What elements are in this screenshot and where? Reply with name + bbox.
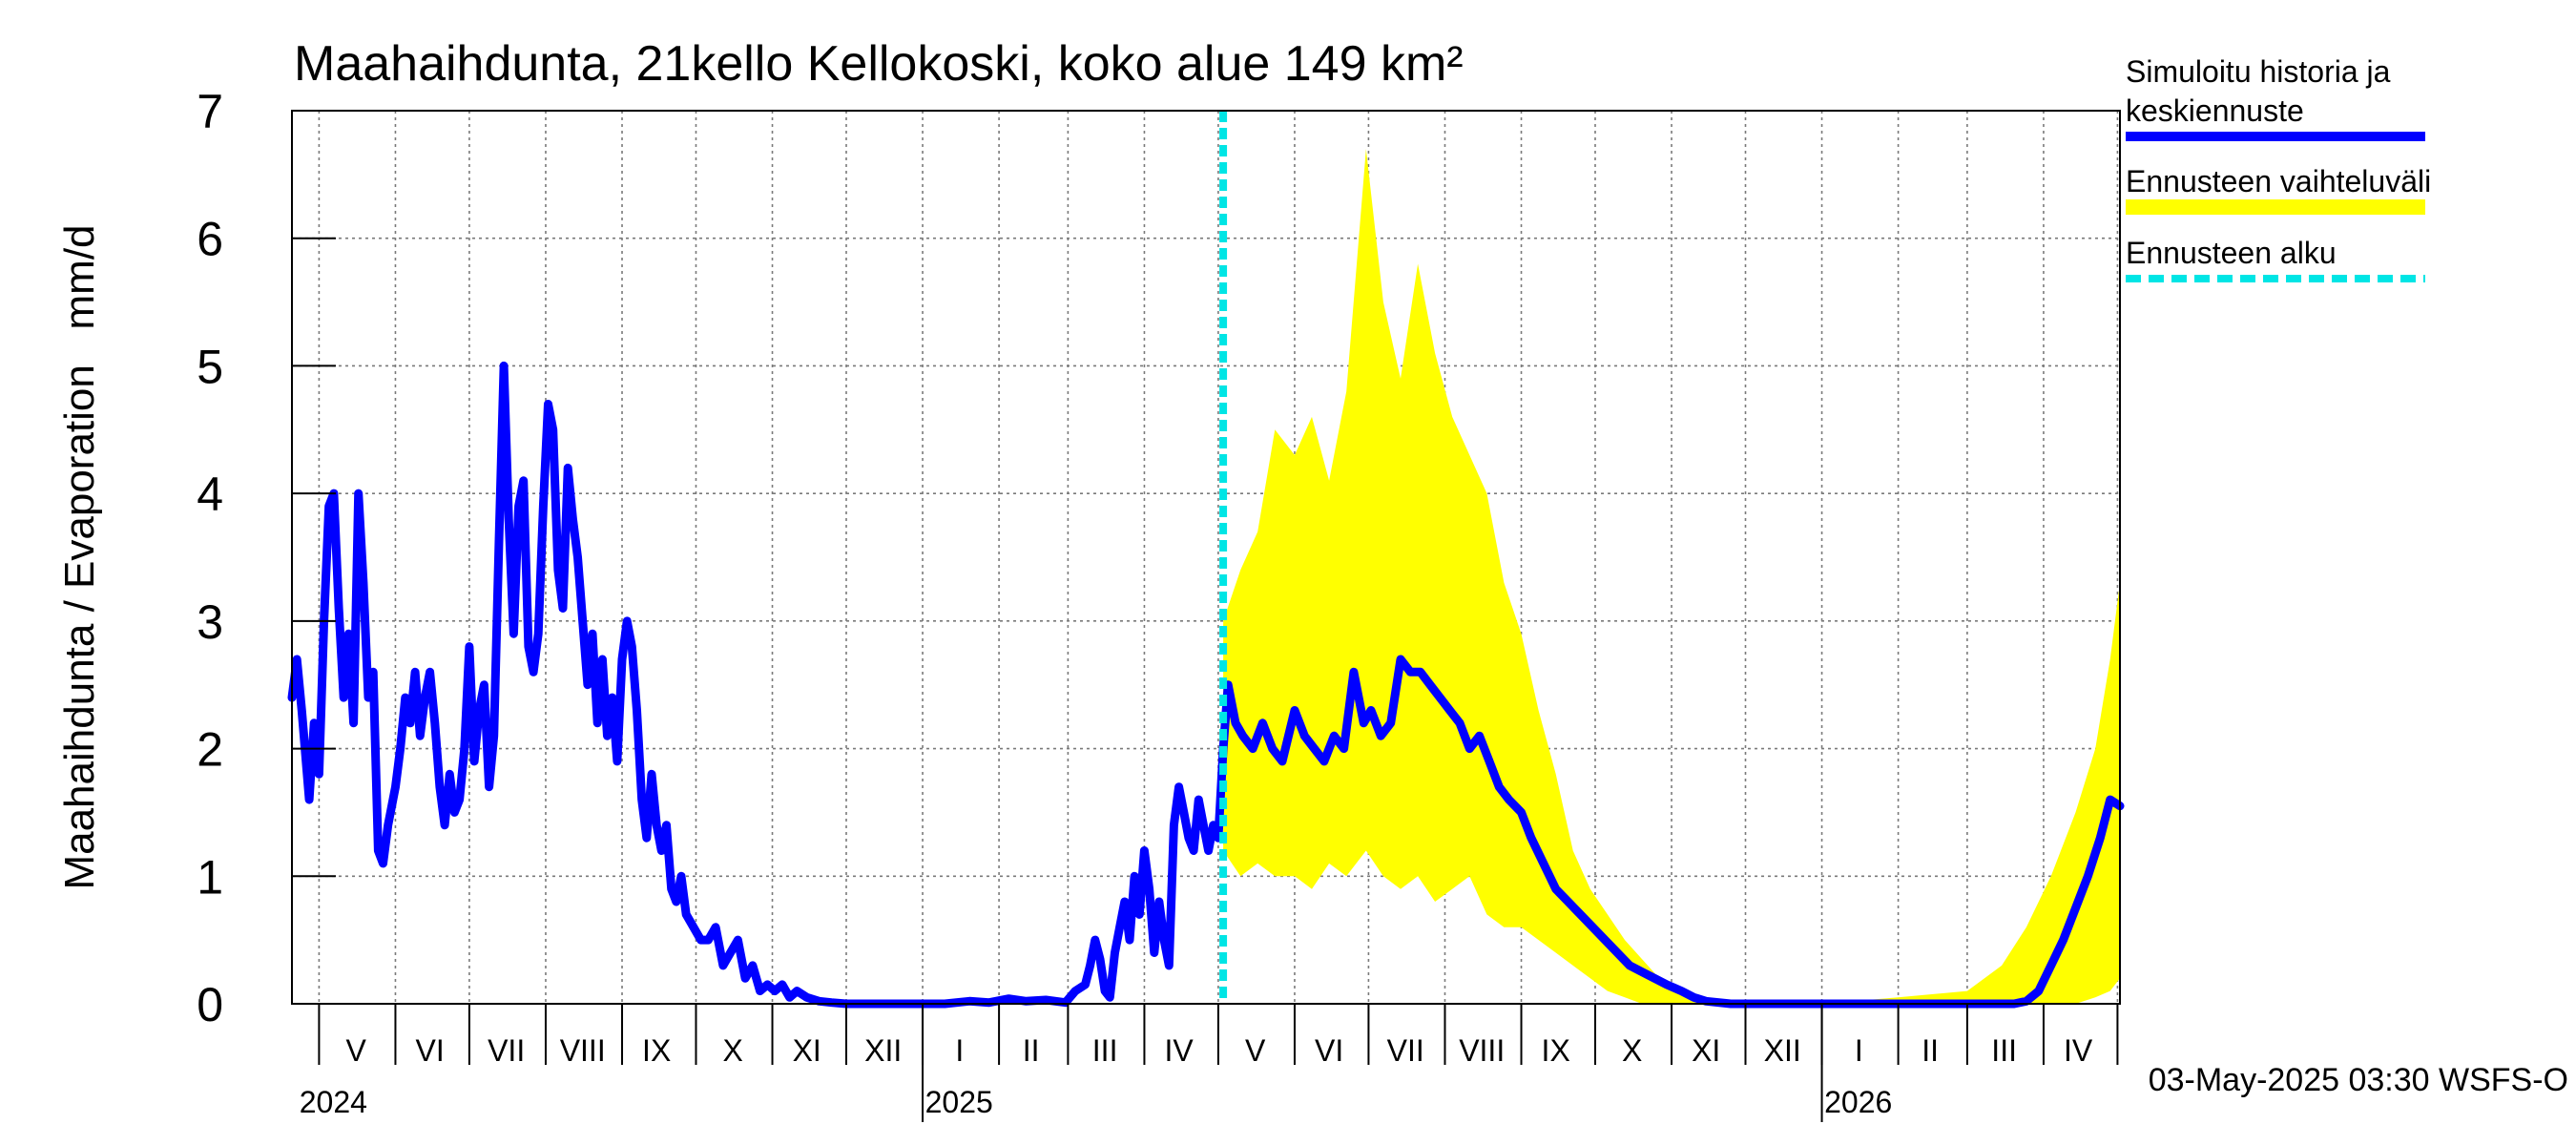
plot-frame bbox=[291, 110, 2121, 1005]
y-axis: 0 1 2 3 4 5 6 7 bbox=[197, 85, 336, 1031]
x-month-label-23: IV bbox=[2064, 1033, 2093, 1068]
legend-label-range: Ennusteen vaihteluväli bbox=[2126, 164, 2431, 198]
x-month-label-12: V bbox=[1245, 1033, 1266, 1068]
x-month-label-0: V bbox=[345, 1033, 366, 1068]
y-tick-label-4: 4 bbox=[197, 468, 223, 521]
y-tick-label-1: 1 bbox=[197, 850, 223, 904]
x-month-label-20: I bbox=[1855, 1033, 1863, 1068]
chart-title: Maahaihdunta, 21kello Kellokoski, koko a… bbox=[294, 36, 1464, 92]
y-tick-label-2: 2 bbox=[197, 723, 223, 777]
x-month-label-19: XII bbox=[1764, 1033, 1801, 1068]
x-month-label-11: IV bbox=[1164, 1033, 1194, 1068]
x-month-label-3: VIII bbox=[560, 1033, 606, 1068]
legend-label-simulated-line2: keskiennuste bbox=[2126, 94, 2304, 128]
y-tick-label-7: 7 bbox=[197, 85, 223, 138]
x-month-label-2: VII bbox=[488, 1033, 525, 1068]
x-month-label-8: I bbox=[955, 1033, 964, 1068]
x-month-label-6: XI bbox=[793, 1033, 821, 1068]
x-month-label-1: VI bbox=[415, 1033, 444, 1068]
legend-label-simulated-line1: Simuloitu historia ja bbox=[2126, 54, 2391, 89]
x-month-label-5: X bbox=[723, 1033, 743, 1068]
x-year-label-2: 2026 bbox=[1824, 1085, 1892, 1119]
y-tick-label-0: 0 bbox=[197, 978, 223, 1031]
y-tick-label-3: 3 bbox=[197, 595, 223, 649]
plot-background bbox=[292, 111, 2120, 1004]
x-month-label-17: X bbox=[1622, 1033, 1642, 1068]
x-month-label-14: VII bbox=[1387, 1033, 1424, 1068]
x-year-label-0: 2024 bbox=[300, 1085, 367, 1119]
x-month-label-22: III bbox=[1991, 1033, 2017, 1068]
x-month-label-18: XI bbox=[1692, 1033, 1720, 1068]
x-month-label-4: IX bbox=[642, 1033, 671, 1068]
x-month-label-21: II bbox=[1922, 1033, 1939, 1068]
x-year-label-1: 2025 bbox=[925, 1085, 993, 1119]
footer-timestamp: 03-May-2025 03:30 WSFS-O bbox=[2149, 1062, 2568, 1098]
x-month-label-9: II bbox=[1023, 1033, 1040, 1068]
y-tick-label-5: 5 bbox=[197, 340, 223, 393]
x-month-label-13: VI bbox=[1315, 1033, 1343, 1068]
x-month-label-16: IX bbox=[1542, 1033, 1570, 1068]
grid bbox=[292, 111, 2120, 1004]
x-axis: V VI VII VIII IX X XI XII I II III IV V VI VII VIII IX X X… bbox=[300, 1004, 2119, 1122]
forecast-range-band bbox=[1223, 149, 2120, 1005]
legend: Simuloitu historia ja keskiennuste Ennus… bbox=[2126, 54, 2431, 282]
x-month-label-7: XII bbox=[864, 1033, 902, 1068]
y-tick-label-6: 6 bbox=[197, 213, 223, 266]
legend-label-forecast-start: Ennusteen alku bbox=[2126, 236, 2337, 270]
x-month-label-15: VIII bbox=[1459, 1033, 1505, 1068]
y-axis-label: Maahaihdunta / Evaporation mm/d bbox=[56, 224, 103, 889]
forecast-range-area bbox=[1223, 149, 2120, 1005]
x-month-label-10: III bbox=[1092, 1033, 1118, 1068]
